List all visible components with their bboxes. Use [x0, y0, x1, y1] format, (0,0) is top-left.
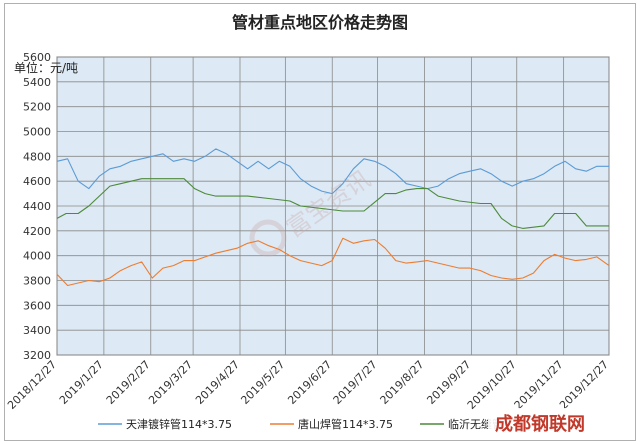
legend: 天津镀锌管114*3.75 唐山焊管114*3.75 临沂无缝管	[98, 417, 503, 431]
unit-label: 单位：元/吨	[14, 60, 78, 75]
y-tick-label: 4600	[23, 175, 51, 188]
chart-title: 管材重点地区价格走势图	[232, 13, 408, 32]
svg-text:成都钢联网: 成都钢联网	[495, 413, 585, 435]
y-tick-label: 3600	[23, 299, 51, 312]
y-tick-label: 3400	[23, 324, 51, 337]
y-tick-label: 5600	[23, 51, 51, 64]
y-tick-label: 4000	[23, 250, 51, 263]
series-line-3	[56, 178, 609, 229]
y-tick-label: 4200	[23, 225, 51, 238]
series-line-2	[56, 237, 610, 287]
y-tick-label: 3800	[23, 275, 51, 288]
series-line-1	[56, 148, 609, 195]
y-tick-label: 3200	[23, 349, 51, 362]
y-axis-ticks: 3200 3400 3600 3800 4000 4200 4400 4600 4800 5000…	[23, 51, 51, 362]
site-logo: 成都钢联网	[488, 408, 612, 438]
legend-label-2: 唐山焊管114*3.75	[298, 417, 393, 431]
series-lines	[56, 148, 610, 287]
y-tick-label: 4800	[23, 150, 51, 163]
y-tick-label: 5000	[23, 126, 51, 139]
y-tick-label: 4400	[23, 200, 51, 213]
y-tick-label: 5200	[23, 101, 51, 114]
gridlines	[56, 56, 610, 356]
legend-label-1: 天津镀锌管114*3.75	[126, 417, 232, 431]
y-tick-label: 5400	[23, 76, 51, 89]
